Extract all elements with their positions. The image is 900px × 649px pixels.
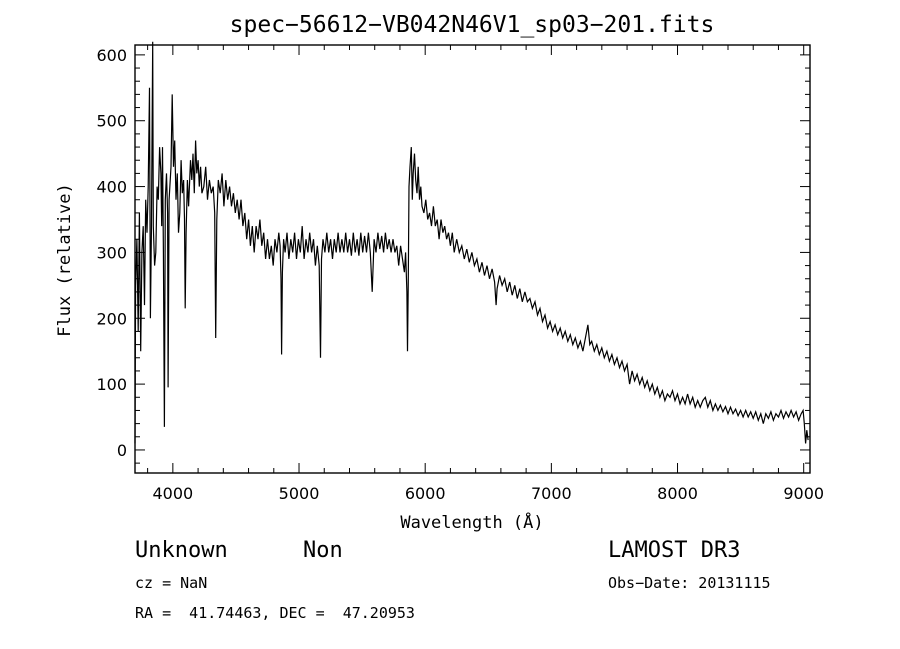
plot-frame xyxy=(134,44,811,474)
y-tick-label: 500 xyxy=(96,112,127,131)
object-subclass: Non xyxy=(303,538,343,563)
redshift-text: cz = NaN xyxy=(135,574,208,592)
obs-date-text: Obs−Date: 20131115 xyxy=(608,574,771,592)
x-tick-label: 5000 xyxy=(279,484,320,503)
x-axis-label: Wavelength (Å) xyxy=(400,511,543,533)
spectrum-line xyxy=(134,41,809,444)
y-tick-label: 400 xyxy=(96,178,127,197)
y-tick-label: 0 xyxy=(117,441,127,460)
coordinates-text: RA = 41.74463, DEC = 47.20953 xyxy=(135,604,415,622)
x-tick-label: 4000 xyxy=(152,484,193,503)
y-axis-label: Flux (relative) xyxy=(55,183,75,337)
chart-title: spec−56612−VB042N46V1_sp03−201.fits xyxy=(230,12,715,38)
x-tick-label: 9000 xyxy=(783,484,824,503)
object-class: Unknown xyxy=(135,538,228,563)
x-tick-label: 8000 xyxy=(657,484,698,503)
y-tick-label: 200 xyxy=(96,309,127,328)
survey-name: LAMOST DR3 xyxy=(608,538,741,563)
y-tick-label: 300 xyxy=(96,243,127,262)
x-axis-ticks: 4000 5000 6000 7000 8000 9000 xyxy=(147,45,824,503)
y-tick-label: 100 xyxy=(96,375,127,394)
x-tick-label: 6000 xyxy=(405,484,446,503)
y-axis-ticks: 0 100 200 300 400 500 600 xyxy=(96,46,810,464)
x-tick-label: 7000 xyxy=(531,484,572,503)
y-tick-label: 600 xyxy=(96,46,127,65)
